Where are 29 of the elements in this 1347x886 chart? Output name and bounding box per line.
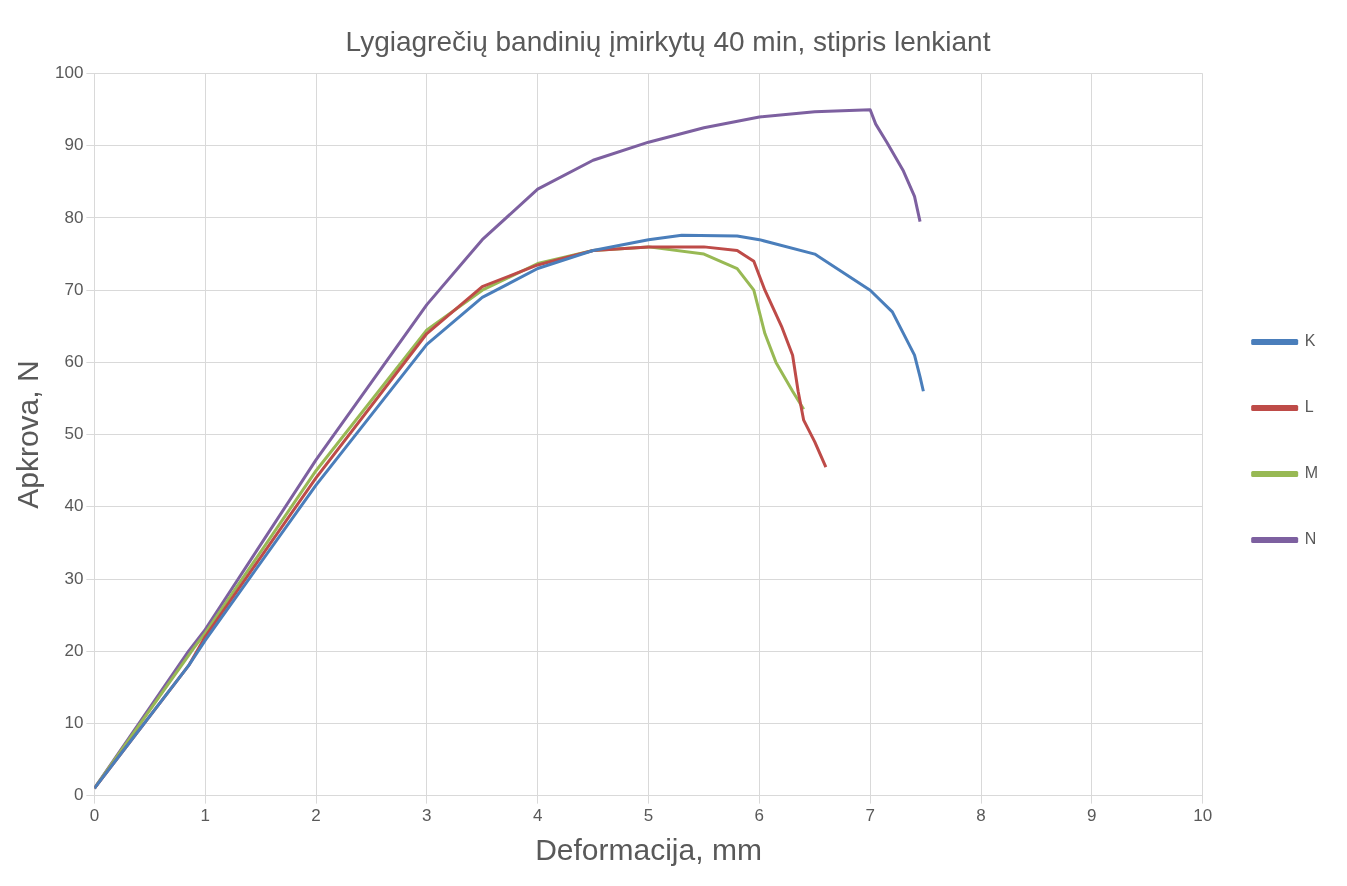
x-tick-label: 8 [976, 806, 986, 826]
y-tick-label: 70 [64, 279, 84, 299]
y-tick-label: 40 [64, 496, 84, 516]
x-tick-label: 7 [865, 806, 875, 826]
y-tick-label: 0 [73, 785, 84, 805]
y-tick-label: 80 [64, 207, 84, 227]
x-tick-label: 2 [311, 806, 321, 826]
x-tick-label: 9 [1087, 806, 1097, 826]
y-tick-label: 90 [64, 135, 84, 155]
y-tick-label: 30 [64, 568, 84, 588]
y-tick-label: 50 [64, 424, 84, 444]
legend-label: N [1304, 530, 1317, 548]
legend-label: L [1304, 398, 1314, 416]
y-tick-label: 10 [64, 713, 84, 733]
x-axis-title: Deformacija, mm [535, 833, 762, 867]
x-tick-label: 5 [643, 806, 654, 826]
legend-label: K [1304, 332, 1316, 350]
y-tick-label: 60 [64, 352, 84, 372]
chart-title: Lygiagrečių bandinių įmirkytų 40 min, stipris lenkiant [345, 25, 991, 57]
legend-label: M [1304, 464, 1318, 482]
y-tick-label: 100 [54, 63, 84, 83]
x-tick-label: 3 [422, 806, 432, 826]
y-axis-title: Apkrova, N [11, 360, 45, 509]
x-tick-label: 0 [89, 806, 100, 826]
x-tick-label: 10 [1193, 806, 1213, 826]
x-tick-label: 1 [200, 806, 210, 826]
x-tick-label: 4 [532, 806, 543, 826]
x-tick-label: 6 [754, 806, 765, 826]
y-tick-label: 20 [64, 640, 84, 660]
